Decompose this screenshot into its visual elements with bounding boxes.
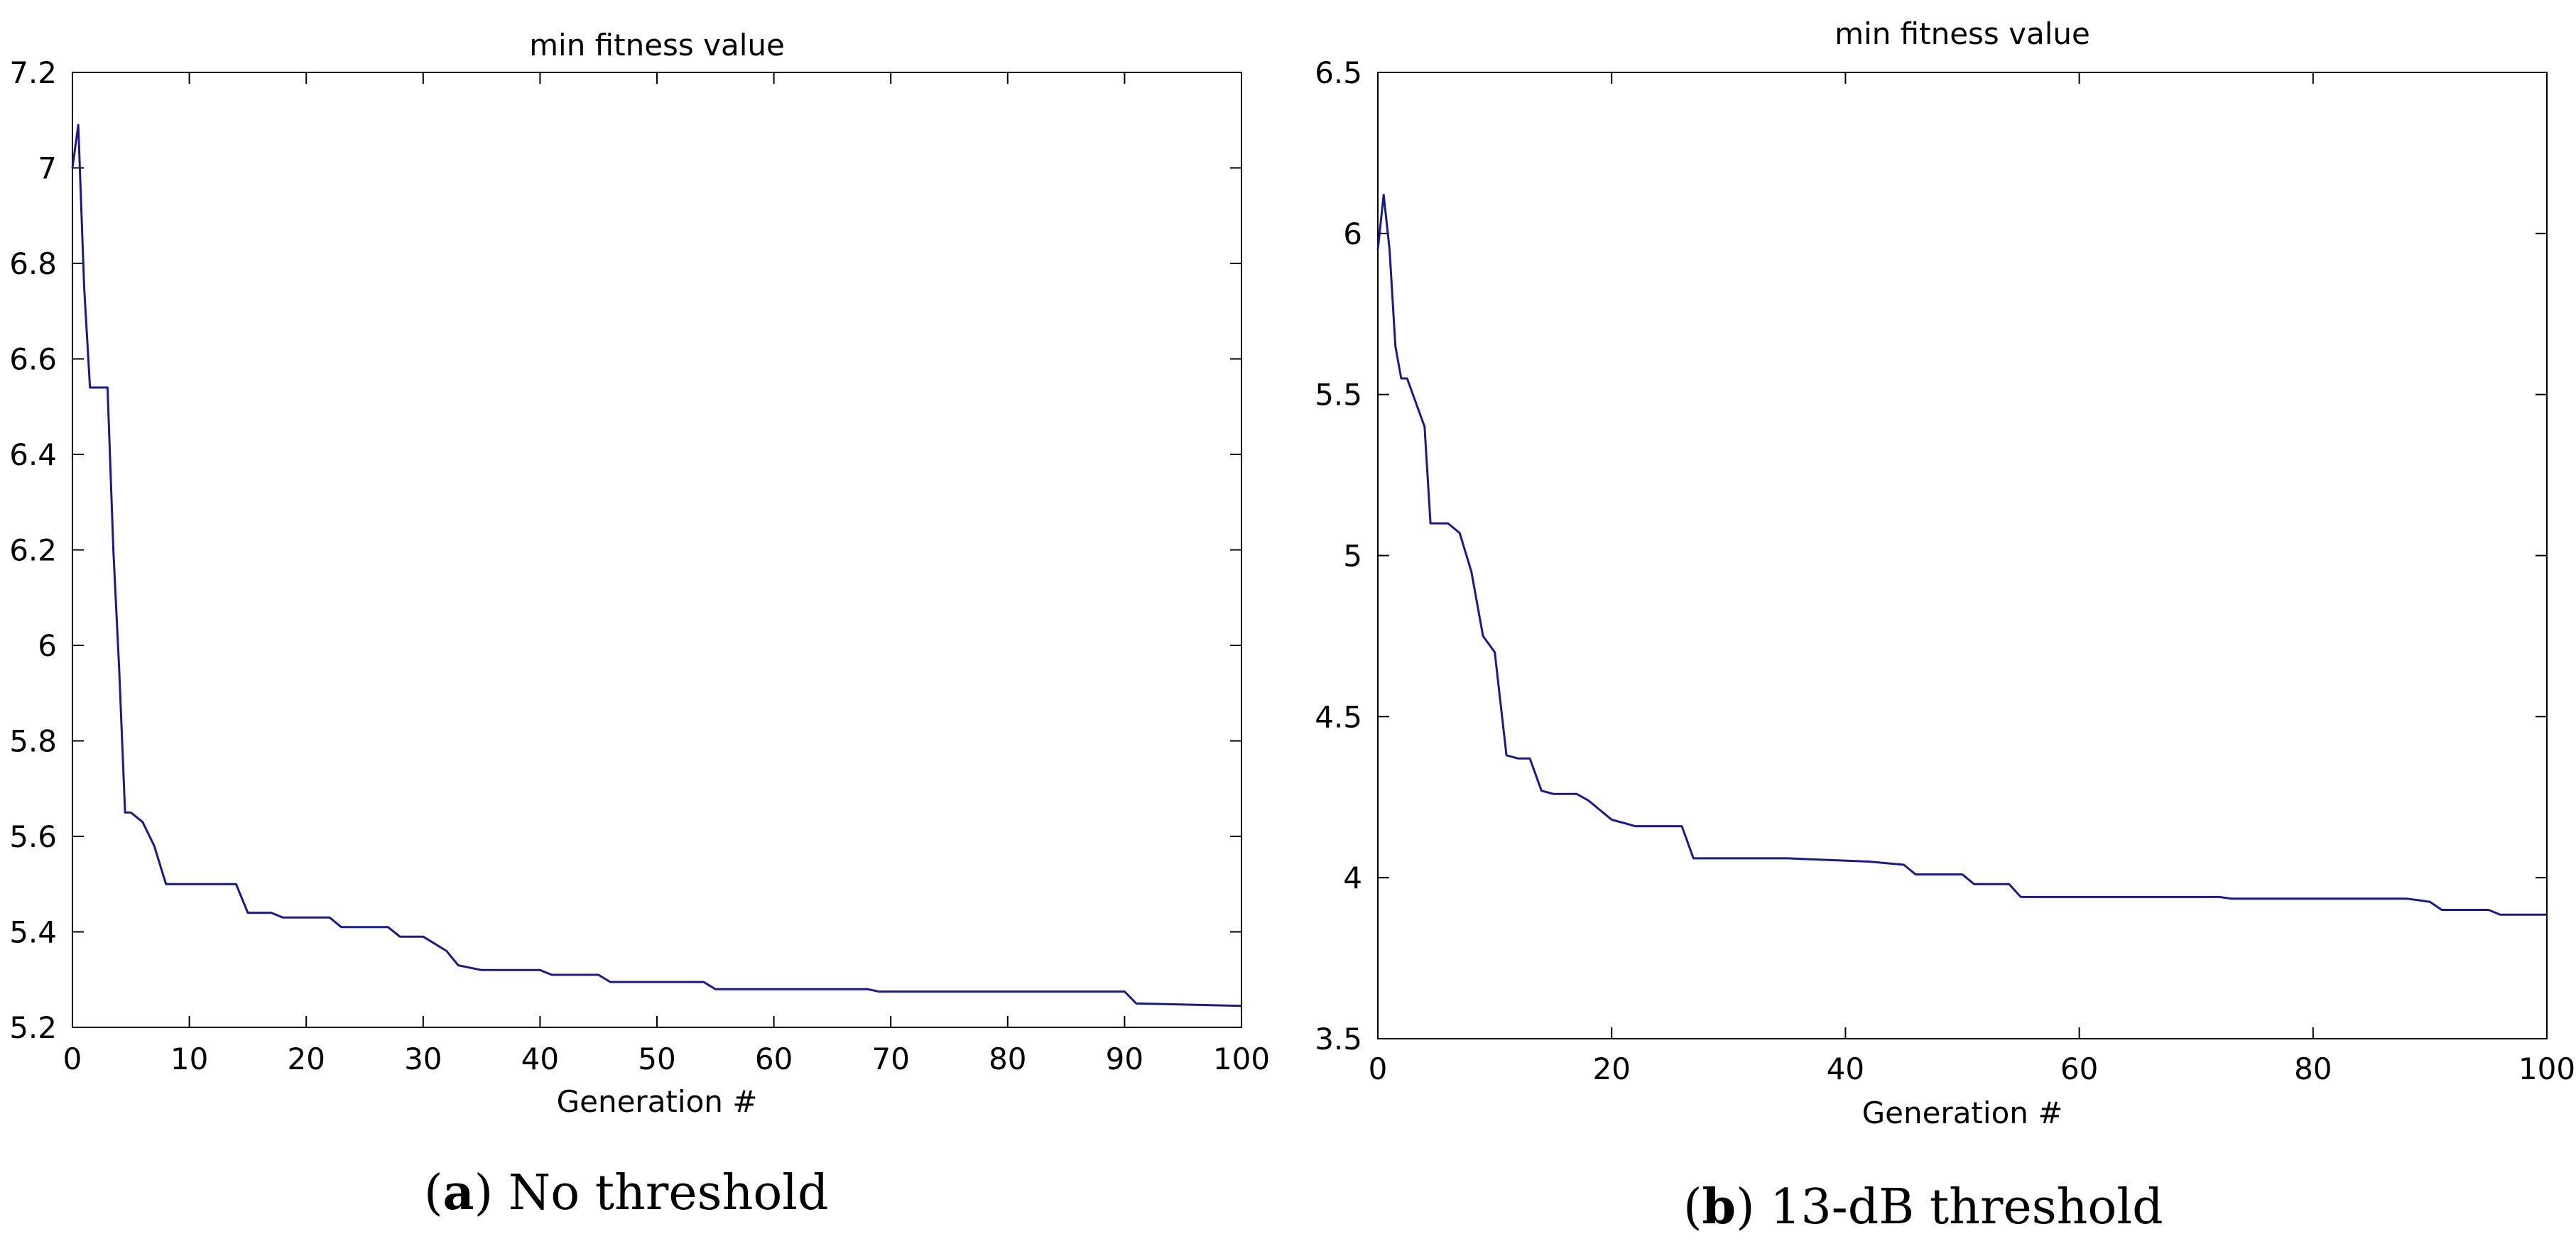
chart-a-ytick-label: 6.8: [9, 246, 57, 281]
chart-a-title: min fitness value: [529, 28, 785, 62]
chart-a-svg: 0 10 20 30 40 50 60 70 80 90 100 5.2 5.4 5.6 5.8 6 6.2 6.…: [9, 28, 1270, 1119]
caption-a-letter: a: [442, 1164, 474, 1221]
chart-a-ytick-label: 6: [38, 628, 57, 663]
chart-b-ytick-label: 6.5: [1315, 55, 1362, 90]
chart-b-xtick-label: 20: [1592, 1051, 1630, 1086]
chart-a-ytick-label: 5.6: [9, 819, 57, 854]
chart-panel-a: 0 10 20 30 40 50 60 70 80 90 100 5.2 5.4 5.6 5.8 6 6.2 6.…: [9, 28, 1270, 1221]
chart-a-xtick-label: 100: [1213, 1042, 1270, 1076]
chart-a-xtick-label: 50: [638, 1042, 675, 1076]
chart-a-xtick-label: 0: [63, 1042, 82, 1076]
chart-a-xtick-label: 40: [521, 1042, 559, 1076]
chart-b-xtick-label: 80: [2294, 1051, 2332, 1086]
chart-a-xtick-label: 60: [755, 1042, 793, 1076]
chart-a-xtick-label: 20: [287, 1042, 325, 1076]
chart-a-ytick-label: 5.2: [9, 1010, 57, 1045]
chart-a-xtick-label: 90: [1106, 1042, 1143, 1076]
chart-b-svg: 0 20 40 60 80 100 3.5 4 4.5 5 5.5 6 6.5 min fitness v…: [1315, 16, 2575, 1130]
chart-b-series-line: [1376, 193, 2547, 916]
caption-b-text: 13-dB threshold: [1770, 1179, 2163, 1235]
chart-a-xtick-label: 30: [404, 1042, 442, 1076]
chart-b-xlabel: Generation #: [1862, 1096, 2063, 1130]
chart-b-xtick-label: 100: [2518, 1051, 2575, 1086]
chart-a-series-line: [71, 124, 1242, 1007]
chart-a-ytick-label: 7.2: [9, 55, 57, 90]
caption-a: (a) No threshold: [424, 1164, 829, 1221]
chart-b-xtick-label: 0: [1369, 1051, 1388, 1086]
chart-a-xlabel: Generation #: [557, 1084, 758, 1119]
chart-b-ytick-label: 3.5: [1315, 1022, 1362, 1056]
chart-a-xtick-label: 80: [989, 1042, 1026, 1076]
chart-b-ytick-label: 6: [1343, 217, 1362, 251]
chart-b-ytick-label: 5.5: [1315, 378, 1362, 413]
chart-b-ytick-label: 5: [1343, 539, 1362, 574]
chart-b-ytick-label: 4: [1343, 861, 1362, 895]
chart-b-ytick-label: 4.5: [1315, 699, 1362, 734]
chart-b-title: min fitness value: [1835, 16, 2090, 51]
chart-a-ytick-label: 7: [38, 151, 57, 186]
chart-a-ytick-label: 6.2: [9, 533, 57, 568]
chart-b-xtick-label: 40: [1827, 1051, 1864, 1086]
chart-a-ytick-label: 6.6: [9, 342, 57, 377]
chart-a-ytick-label: 6.4: [9, 437, 57, 472]
chart-a-ytick-label: 5.8: [9, 724, 57, 759]
chart-panel-b: 0 20 40 60 80 100 3.5 4 4.5 5 5.5 6 6.5 min fitness v…: [1288, 0, 2576, 1251]
caption-b-letter: b: [1702, 1179, 1737, 1235]
chart-b-xtick-label: 60: [2060, 1051, 2098, 1086]
caption-b: (b) 13-dB threshold: [1683, 1179, 2163, 1235]
chart-a-plot-area: [72, 72, 1242, 1028]
caption-a-text: No threshold: [508, 1165, 829, 1221]
chart-b-plot-area: [1377, 72, 2548, 1039]
chart-a-xtick-label: 10: [170, 1042, 208, 1076]
chart-a-ytick-label: 5.4: [9, 915, 57, 950]
chart-a-xtick-label: 70: [871, 1042, 909, 1076]
